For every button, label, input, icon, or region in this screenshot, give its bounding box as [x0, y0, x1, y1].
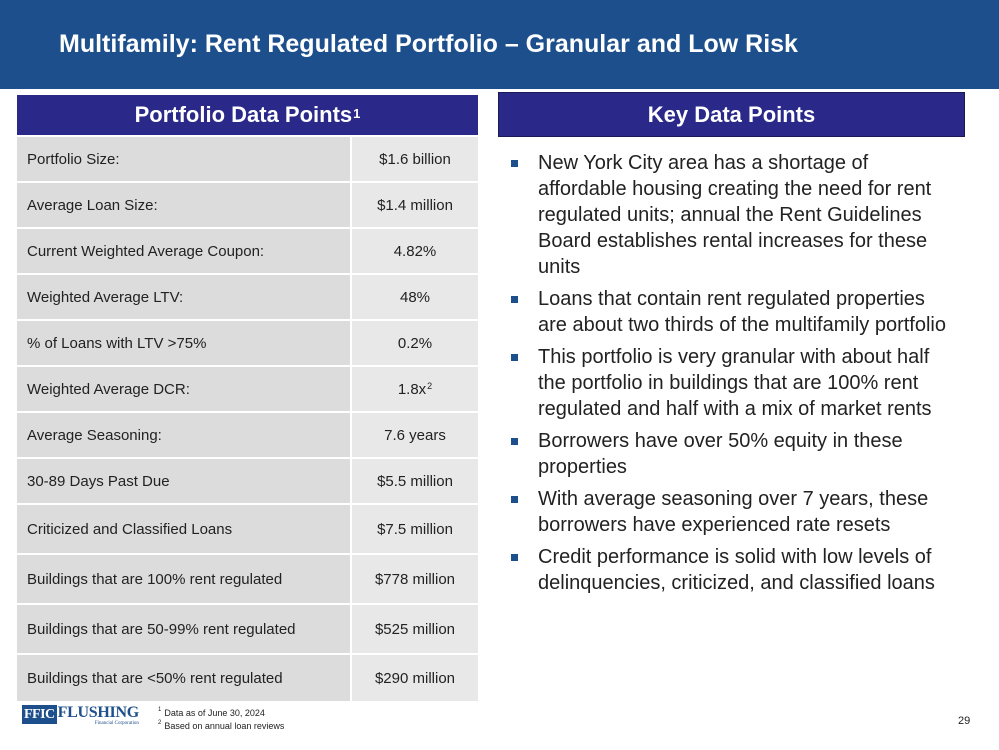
footnotes: 1 Data as of June 30, 2024 2 Based on annu… [158, 706, 284, 732]
key-data-bullets: New York City area has a shortage of aff… [511, 150, 956, 602]
table-row: Buildings that are 50-99% rent regulated… [17, 605, 478, 655]
key-data-header: Key Data Points [498, 92, 965, 137]
footnote-2-mark: 2 [158, 720, 162, 726]
row-value: 7.6 years [352, 413, 478, 457]
bullet-text: With average seasoning over 7 years, the… [538, 488, 929, 536]
footnote-1-mark: 1 [158, 707, 162, 713]
row-value-text: $7.5 million [377, 520, 453, 538]
row-label: 30-89 Days Past Due [17, 459, 350, 503]
row-label: Average Seasoning: [17, 413, 350, 457]
table-row: Average Seasoning: 7.6 years [17, 413, 478, 459]
footnote-1: 1 Data as of June 30, 2024 [158, 706, 284, 719]
row-value: $525 million [352, 605, 478, 653]
row-value-text: $5.5 million [377, 472, 453, 490]
bullet-item: Credit performance is solid with low lev… [511, 544, 956, 596]
row-value: 48% [352, 275, 478, 319]
table-row: 30-89 Days Past Due $5.5 million [17, 459, 478, 505]
bullet-text: New York City area has a shortage of aff… [538, 152, 932, 278]
row-value-text: 48% [399, 288, 431, 306]
row-label: Portfolio Size: [17, 137, 350, 181]
flushing-logo: FFIC FLUSHING Financial Corporation [22, 705, 139, 729]
table-row: Buildings that are <50% rent regulated $2… [17, 655, 478, 703]
logo-subtitle: Financial Corporation [94, 721, 139, 726]
row-value-text: $1.4 million [377, 196, 453, 214]
table-row: Weighted Average LTV: 48% [17, 275, 478, 321]
table-row: % of Loans with LTV >75% 0.2% [17, 321, 478, 367]
logo-ffic-mark: FFIC [22, 705, 57, 724]
portfolio-data-table: Portfolio Size: $1.6 billion Average Loan … [17, 137, 478, 703]
row-value-text: 7.6 years [384, 426, 446, 444]
page-number: 29 [958, 715, 971, 727]
row-label: % of Loans with LTV >75% [17, 321, 350, 365]
square-bullet-icon [511, 354, 518, 361]
square-bullet-icon [511, 438, 518, 445]
row-value-text: 0.2% [397, 334, 433, 352]
table-row: Portfolio Size: $1.6 billion [17, 137, 478, 183]
footnote-1-text: Data as of June 30, 2024 [164, 708, 265, 718]
bullet-text: Credit performance is solid with low lev… [538, 546, 935, 594]
row-value-text: 1.8x [397, 380, 427, 398]
row-value-text: $1.6 billion [379, 150, 451, 168]
row-label: Buildings that are <50% rent regulated [17, 655, 350, 701]
square-bullet-icon [511, 496, 518, 503]
row-label: Weighted Average DCR: [17, 367, 350, 411]
square-bullet-icon [511, 160, 518, 167]
footnote-2-text: Based on annual loan reviews [164, 721, 285, 731]
row-value: $290 million [352, 655, 478, 701]
portfolio-data-header: Portfolio Data Points 1 [17, 95, 478, 135]
row-label: Criticized and Classified Loans [17, 505, 350, 553]
row-value: 1.8x 2 [352, 367, 478, 411]
title-bar: Multifamily: Rent Regulated Portfolio – … [0, 0, 999, 89]
bullet-item: Loans that contain rent regulated proper… [511, 286, 956, 338]
row-value: $5.5 million [352, 459, 478, 503]
row-label: Buildings that are 50-99% rent regulated [17, 605, 350, 653]
row-value-text: $778 million [374, 570, 456, 588]
square-bullet-icon [511, 296, 518, 303]
logo-flushing-text: FLUSHING [57, 704, 139, 721]
row-value: $1.4 million [352, 183, 478, 227]
row-label: Average Loan Size: [17, 183, 350, 227]
table-row: Criticized and Classified Loans $7.5 mill… [17, 505, 478, 555]
row-value-text: $525 million [374, 620, 456, 638]
row-value: $778 million [352, 555, 478, 603]
bullet-item: New York City area has a shortage of aff… [511, 150, 956, 280]
portfolio-header-text: Portfolio Data Points [134, 102, 353, 127]
row-value: $7.5 million [352, 505, 478, 553]
bullet-item: This portfolio is very granular with abo… [511, 344, 956, 422]
table-row: Average Loan Size: $1.4 million [17, 183, 478, 229]
bullet-text: This portfolio is very granular with abo… [538, 346, 932, 420]
bullet-item: With average seasoning over 7 years, the… [511, 486, 956, 538]
row-value: 0.2% [352, 321, 478, 365]
bullet-item: Borrowers have over 50% equity in these … [511, 428, 956, 480]
bullet-text: Borrowers have over 50% equity in these … [538, 430, 903, 478]
logo-wordmark: FLUSHING Financial Corporation [58, 705, 139, 727]
slide-title: Multifamily: Rent Regulated Portfolio – … [59, 30, 798, 58]
row-value-text: 4.82% [393, 242, 437, 260]
row-label: Current Weighted Average Coupon: [17, 229, 350, 273]
row-value: 4.82% [352, 229, 478, 273]
row-label: Buildings that are 100% rent regulated [17, 555, 350, 603]
square-bullet-icon [511, 554, 518, 561]
bullet-text: Loans that contain rent regulated proper… [538, 288, 946, 336]
table-row: Buildings that are 100% rent regulated $7… [17, 555, 478, 605]
row-value-footnote-mark: 2 [427, 381, 433, 391]
table-row: Current Weighted Average Coupon: 4.82% [17, 229, 478, 275]
table-row: Weighted Average DCR: 1.8x 2 [17, 367, 478, 413]
portfolio-header-footnote-mark: 1 [353, 105, 361, 121]
row-value-text: $290 million [374, 669, 456, 687]
footnote-2: 2 Based on annual loan reviews [158, 719, 284, 732]
row-label: Weighted Average LTV: [17, 275, 350, 319]
row-value: $1.6 billion [352, 137, 478, 181]
